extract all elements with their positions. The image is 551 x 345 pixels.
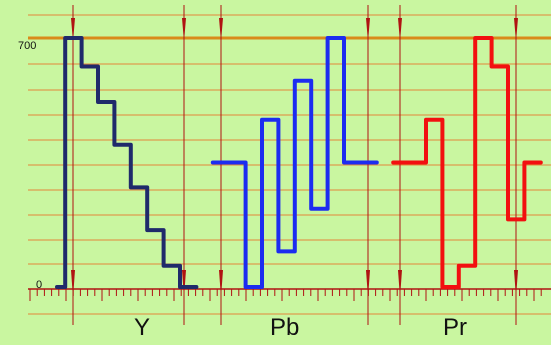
y-tick-label-700: 700	[18, 40, 36, 52]
marker-bottom-arrow-5	[514, 270, 518, 298]
marker-top-arrow-2	[219, 18, 223, 42]
marker-bottom-arrow-4	[398, 270, 402, 298]
marker-top-arrow-4	[398, 18, 402, 42]
trace-y	[55, 36, 199, 289]
marker-bottom-arrow-1	[182, 270, 186, 298]
marker-top-arrow-3	[366, 18, 370, 42]
component-label-y: Y	[134, 314, 150, 341]
component-label-pr: Pr	[443, 314, 467, 341]
component-label-pb: Pb	[270, 314, 299, 341]
trace-pb	[210, 36, 379, 289]
y-tick-label-0: 0	[36, 279, 42, 291]
marker-bottom-arrow-3	[366, 270, 370, 298]
marker-top-arrow-5	[514, 18, 518, 42]
marker-bottom-arrow-2	[219, 270, 223, 298]
marker-lines	[71, 5, 518, 325]
marker-bottom-arrow-0	[71, 270, 75, 298]
trace-pr	[391, 36, 543, 289]
marker-top-arrow-1	[182, 18, 186, 42]
tick-marks	[28, 288, 551, 301]
marker-top-arrow-0	[71, 18, 75, 42]
signal-traces	[55, 36, 543, 289]
